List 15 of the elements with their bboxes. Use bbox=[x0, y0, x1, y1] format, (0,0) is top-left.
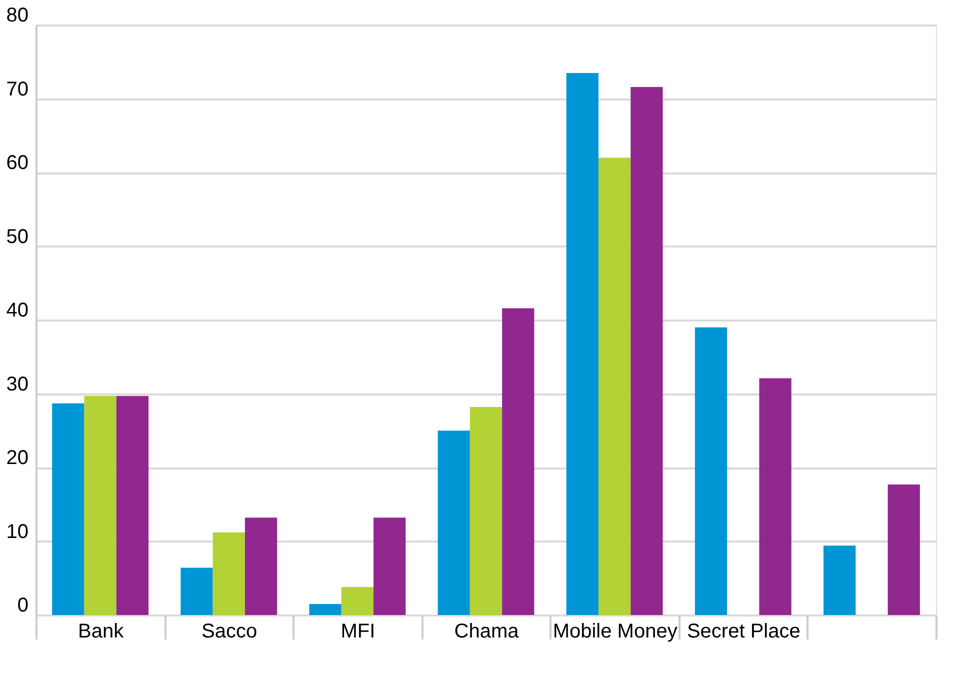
x-tick-label: MFI bbox=[340, 620, 376, 642]
y-tick-label: 70 bbox=[6, 78, 28, 100]
y-tick-label: 0 bbox=[17, 594, 28, 616]
y-tick-label: 50 bbox=[6, 226, 28, 248]
y-tick-label: 80 bbox=[6, 4, 28, 26]
y-tick-label: 60 bbox=[6, 152, 28, 174]
y-tick-label: 40 bbox=[6, 300, 28, 322]
y-tick-label: 30 bbox=[6, 373, 28, 396]
x-tick-label: Secret Place bbox=[686, 620, 800, 642]
x-tick-label: Mobile Money bbox=[552, 620, 678, 642]
x-tick-label: Sacco bbox=[202, 620, 258, 642]
x-tick-label: Chama bbox=[454, 620, 520, 642]
y-tick-label: 10 bbox=[6, 520, 28, 543]
x-tick-label: Bank bbox=[78, 620, 125, 642]
y-tick-label: 20 bbox=[6, 447, 28, 469]
